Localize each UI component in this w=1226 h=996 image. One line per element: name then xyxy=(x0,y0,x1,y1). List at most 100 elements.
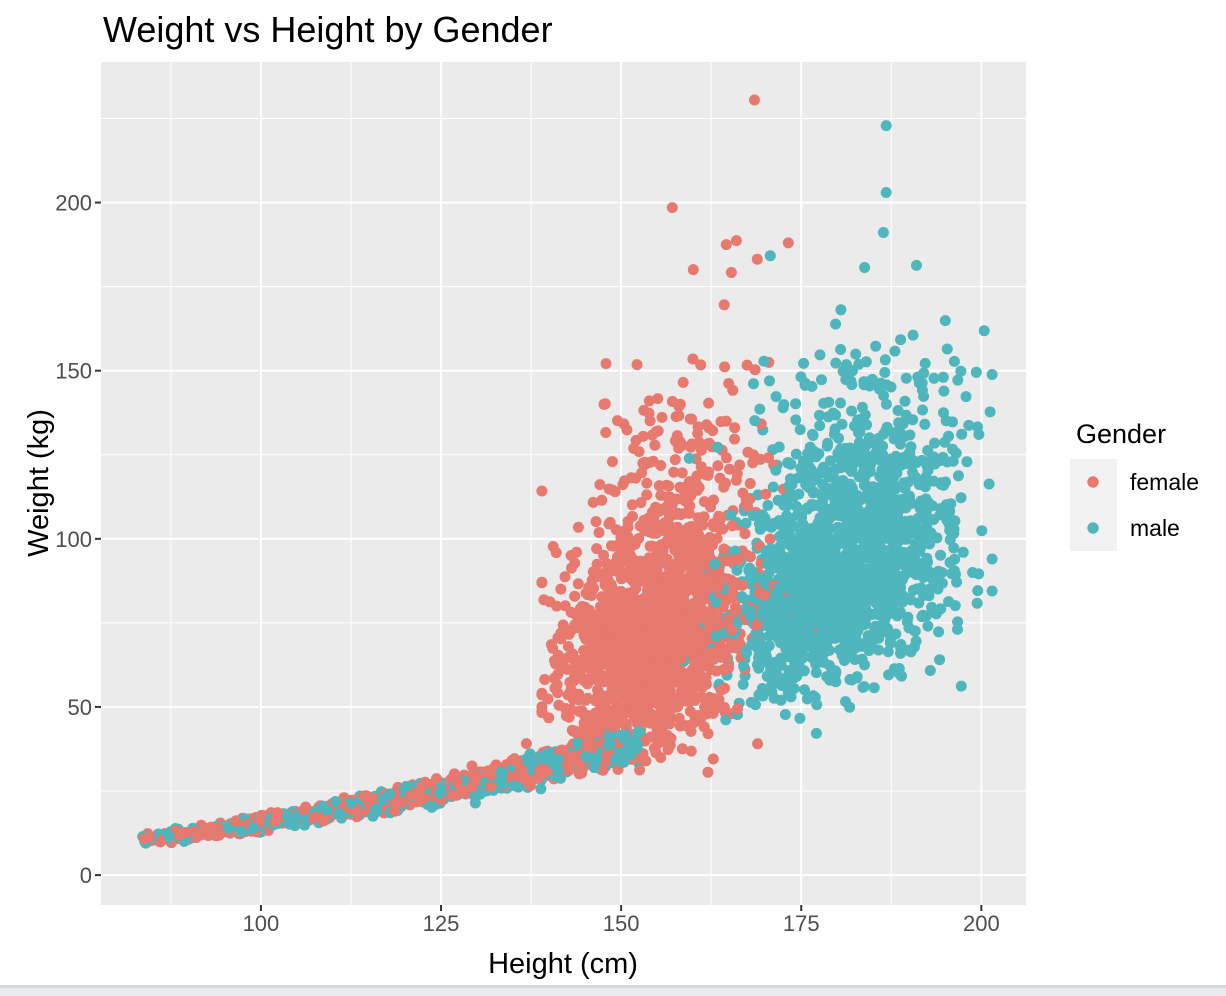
data-point xyxy=(840,696,851,708)
data-point xyxy=(874,560,886,572)
data-point xyxy=(908,455,920,467)
data-point xyxy=(859,262,871,273)
data-point xyxy=(897,493,909,505)
data-point xyxy=(917,571,929,583)
data-point xyxy=(892,405,904,416)
data-point xyxy=(786,651,798,663)
legend: Gender female male xyxy=(1070,419,1199,551)
data-point xyxy=(627,601,639,613)
data-point xyxy=(725,574,737,586)
data-point xyxy=(933,626,945,638)
data-point xyxy=(552,632,564,644)
data-point xyxy=(631,359,643,371)
data-point xyxy=(675,509,687,521)
data-point xyxy=(757,509,769,521)
data-point xyxy=(848,625,860,637)
data-point xyxy=(495,766,507,778)
data-point xyxy=(891,527,903,539)
data-point xyxy=(792,472,804,484)
data-point xyxy=(535,783,547,795)
data-point xyxy=(591,558,603,570)
data-point xyxy=(929,458,941,470)
data-point xyxy=(768,555,779,567)
data-point xyxy=(886,486,898,498)
data-point xyxy=(761,670,773,682)
data-point xyxy=(829,423,841,435)
data-point xyxy=(812,517,824,529)
data-point xyxy=(726,624,738,636)
data-point xyxy=(606,456,618,468)
data-point xyxy=(649,439,661,451)
data-point xyxy=(867,481,879,493)
data-point xyxy=(622,521,634,533)
data-point xyxy=(939,436,951,448)
data-point xyxy=(890,450,902,462)
data-point xyxy=(610,524,622,536)
data-point xyxy=(938,385,950,397)
data-point xyxy=(689,681,701,693)
data-point xyxy=(683,535,695,547)
data-point xyxy=(633,533,645,544)
data-point xyxy=(345,797,357,809)
data-point xyxy=(747,457,759,469)
data-point xyxy=(669,454,681,466)
data-point xyxy=(593,527,605,538)
data-point xyxy=(790,448,802,460)
data-point xyxy=(882,646,894,658)
data-point xyxy=(661,693,673,705)
data-point xyxy=(658,632,670,644)
data-point xyxy=(604,738,616,750)
data-point xyxy=(757,690,769,702)
y-tick-label: 200 xyxy=(55,191,92,216)
data-point xyxy=(816,374,827,386)
axis-tick-marks xyxy=(95,201,983,911)
data-point xyxy=(782,457,794,469)
data-point xyxy=(779,709,791,720)
data-point xyxy=(928,372,940,384)
data-point xyxy=(656,411,668,423)
data-point xyxy=(936,567,948,578)
data-point xyxy=(642,572,654,584)
data-point xyxy=(796,511,808,523)
data-point xyxy=(644,457,656,468)
data-point xyxy=(683,575,695,586)
data-point xyxy=(820,572,832,584)
data-point xyxy=(860,439,872,451)
data-point xyxy=(552,764,563,776)
data-point xyxy=(524,748,536,760)
data-point xyxy=(781,676,793,688)
data-point xyxy=(719,361,731,373)
data-point xyxy=(653,605,665,617)
data-point xyxy=(845,447,857,459)
legend-swatch-female-icon xyxy=(1087,476,1099,488)
data-point xyxy=(624,543,636,555)
data-point xyxy=(802,551,814,563)
data-point xyxy=(883,548,895,559)
data-point xyxy=(609,486,621,498)
data-point xyxy=(767,481,779,493)
data-point xyxy=(922,620,934,632)
data-point xyxy=(725,509,737,521)
data-point xyxy=(591,543,603,555)
data-point xyxy=(751,253,763,265)
data-point xyxy=(814,409,825,421)
data-point xyxy=(648,742,660,754)
data-point xyxy=(635,555,647,567)
data-point xyxy=(695,603,707,615)
data-point xyxy=(710,596,722,608)
data-point xyxy=(683,452,695,464)
data-point xyxy=(555,583,567,595)
data-point xyxy=(574,758,586,770)
data-point xyxy=(804,539,816,551)
data-point xyxy=(684,705,696,717)
data-point xyxy=(917,404,928,416)
data-point xyxy=(849,553,861,565)
data-point xyxy=(607,623,619,635)
data-point xyxy=(851,671,863,683)
data-point xyxy=(748,636,759,648)
data-point xyxy=(730,235,742,247)
data-point xyxy=(752,738,764,750)
data-point xyxy=(775,694,787,706)
data-point xyxy=(726,520,738,532)
